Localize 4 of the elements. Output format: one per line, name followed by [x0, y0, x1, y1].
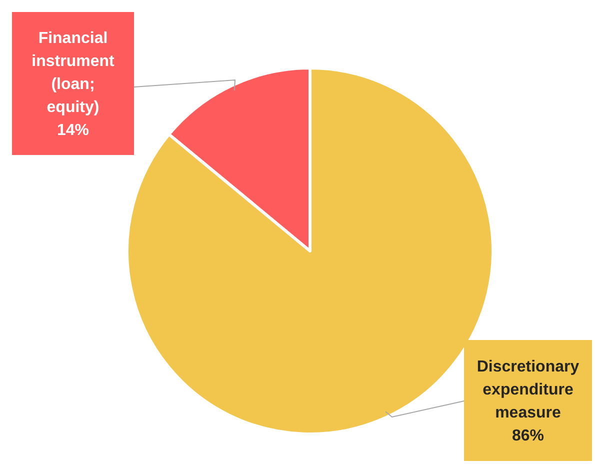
slice-label: Financial instrument (loan; equity)	[32, 30, 116, 116]
slice-label: Discretionary expenditure measure	[476, 358, 580, 422]
data-label: 86%	[512, 428, 544, 445]
data-label: 14%	[56, 122, 90, 140]
